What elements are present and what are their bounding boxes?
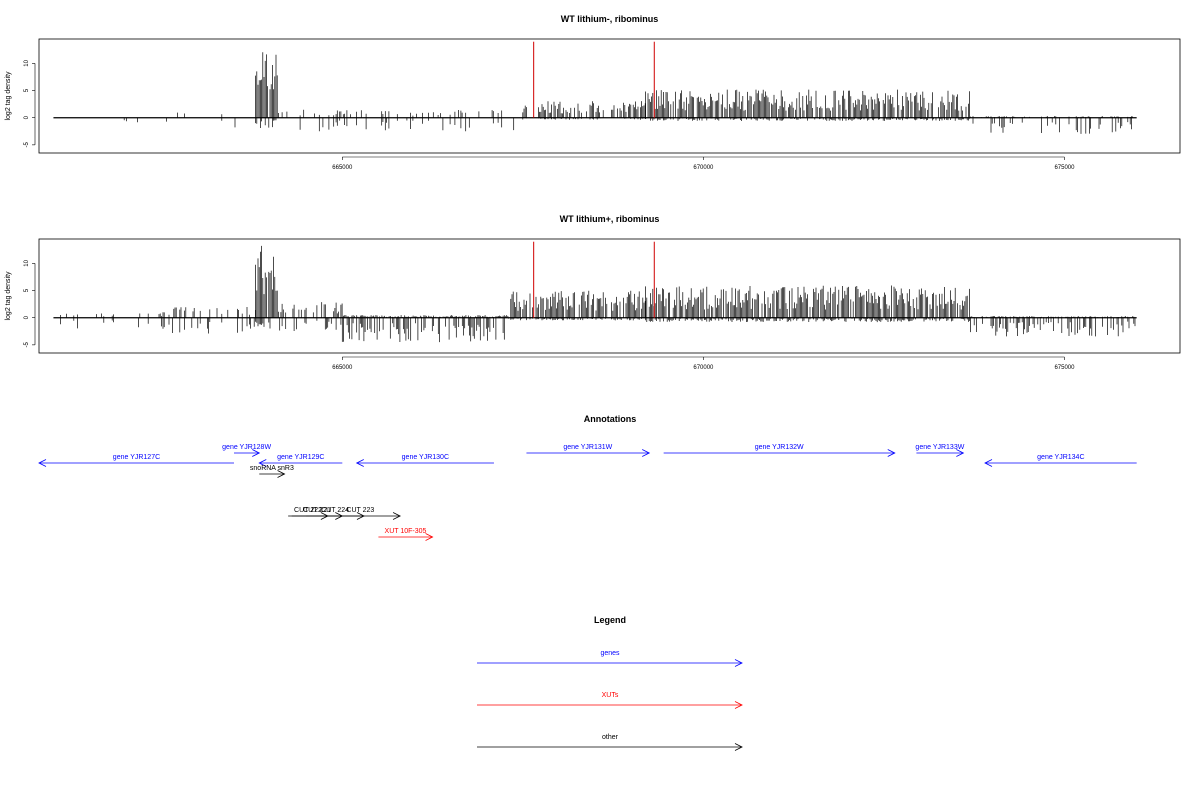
y-tick-label: 0 (24, 115, 30, 119)
annotations-title: Annotations (584, 414, 637, 424)
arrow-head-icon (252, 449, 261, 457)
signal-bar-path (60, 245, 1136, 343)
y-tick-label: -5 (24, 142, 30, 148)
arrow-head-icon (734, 701, 743, 709)
annotation-feature: gene YJR132W (663, 444, 896, 457)
feature-label: snoRNA snR3 (250, 465, 294, 472)
arrow-head-icon (956, 449, 965, 457)
signal-bars (123, 52, 1133, 134)
track-panel-1: WT lithium-, ribominus -5 0 5 10 log2 tag den… (5, 14, 1181, 171)
y-axis-label: log2 tag density (5, 71, 12, 121)
annotation-feature: gene YJR131W (526, 444, 651, 457)
annotation-feature: gene YJR133W (915, 444, 965, 457)
feature-label: CUT 224 (321, 507, 349, 514)
legend-item: other (477, 734, 743, 751)
feature-label: gene YJR131W (563, 444, 612, 451)
arrow-head-icon (984, 459, 993, 467)
x-tick-label: 675000 (1054, 165, 1075, 171)
y-axis-label: log2 tag density (5, 271, 12, 321)
arrow-head-icon (38, 459, 47, 467)
x-axis: 665000 670000 675000 (332, 156, 1075, 171)
feature-label: gene YJR134C (1037, 454, 1084, 461)
y-tick-label: 5 (24, 288, 30, 292)
y-tick-label: 10 (24, 259, 30, 266)
arrow-head-icon (277, 470, 286, 478)
arrow-head-icon (887, 449, 896, 457)
chart-title: WT lithium+, ribominus (560, 214, 660, 224)
arrow-head-icon (355, 459, 364, 467)
y-axis: -5 0 5 10 log2 tag density (5, 59, 36, 148)
y-tick-label: 0 (24, 315, 30, 319)
x-tick-label: 670000 (693, 165, 714, 171)
y-tick-label: -5 (24, 342, 30, 348)
annotation-feature: gene YJR127C (38, 454, 234, 467)
annotation-feature: gene YJR128W (222, 444, 271, 457)
legend-label: XUTs (602, 692, 619, 699)
feature-label: XUT 10F-305 (385, 528, 427, 535)
feature-label: gene YJR130C (402, 454, 449, 461)
annotation-feature: XUT 10F-305 (378, 528, 434, 541)
annotations-track: Annotations gene YJR127C gene YJR128W gene … (38, 414, 1137, 541)
feature-label: gene YJR132W (755, 444, 804, 451)
arrow-head-icon (642, 449, 651, 457)
annotation-feature: gene YJR134C (984, 454, 1137, 467)
legend-label: genes (600, 650, 620, 657)
x-tick-label: 670000 (693, 365, 714, 371)
plot-frame (38, 38, 1181, 154)
annotation-feature: gene YJR129C (258, 454, 343, 467)
legend-item: XUTs (477, 692, 743, 709)
x-tick-label: 665000 (332, 365, 353, 371)
arrow-head-icon (734, 659, 743, 667)
x-tick-label: 665000 (332, 165, 353, 171)
y-tick-label: 10 (24, 59, 30, 66)
feature-label: gene YJR133W (915, 444, 964, 451)
feature-label: CUT 223 (346, 507, 374, 514)
y-tick-label: 5 (24, 88, 30, 92)
x-tick-label: 675000 (1054, 365, 1075, 371)
track-panel-2: WT lithium+, ribominus -5 0 5 10 log2 tag den… (5, 214, 1181, 371)
feature-label: CUT 221 (303, 507, 331, 514)
annotation-feature: gene YJR130C (355, 454, 494, 467)
annotation-feature: CUT 223 (320, 507, 401, 520)
legend: Legend genes XUTs other (477, 615, 743, 751)
chart-title: WT lithium-, ribominus (561, 14, 659, 24)
signal-bars (60, 245, 1136, 343)
arrow-head-icon (392, 512, 401, 520)
feature-label: gene YJR128W (222, 444, 271, 451)
signal-bar-path (123, 52, 1133, 134)
plot-frame (38, 238, 1181, 354)
arrow-head-icon (425, 533, 434, 541)
feature-label: gene YJR129C (277, 454, 324, 461)
legend-title: Legend (594, 615, 626, 625)
legend-label: other (602, 734, 619, 741)
feature-label: gene YJR127C (113, 454, 160, 461)
arrow-head-icon (258, 459, 267, 467)
feature-label: CUT 222 (294, 507, 322, 514)
y-axis: -5 0 5 10 log2 tag density (5, 259, 36, 348)
arrow-head-icon (734, 743, 743, 751)
annotation-feature: snoRNA snR3 (250, 465, 294, 478)
legend-item: genes (477, 650, 743, 667)
x-axis: 665000 670000 675000 (332, 356, 1075, 371)
